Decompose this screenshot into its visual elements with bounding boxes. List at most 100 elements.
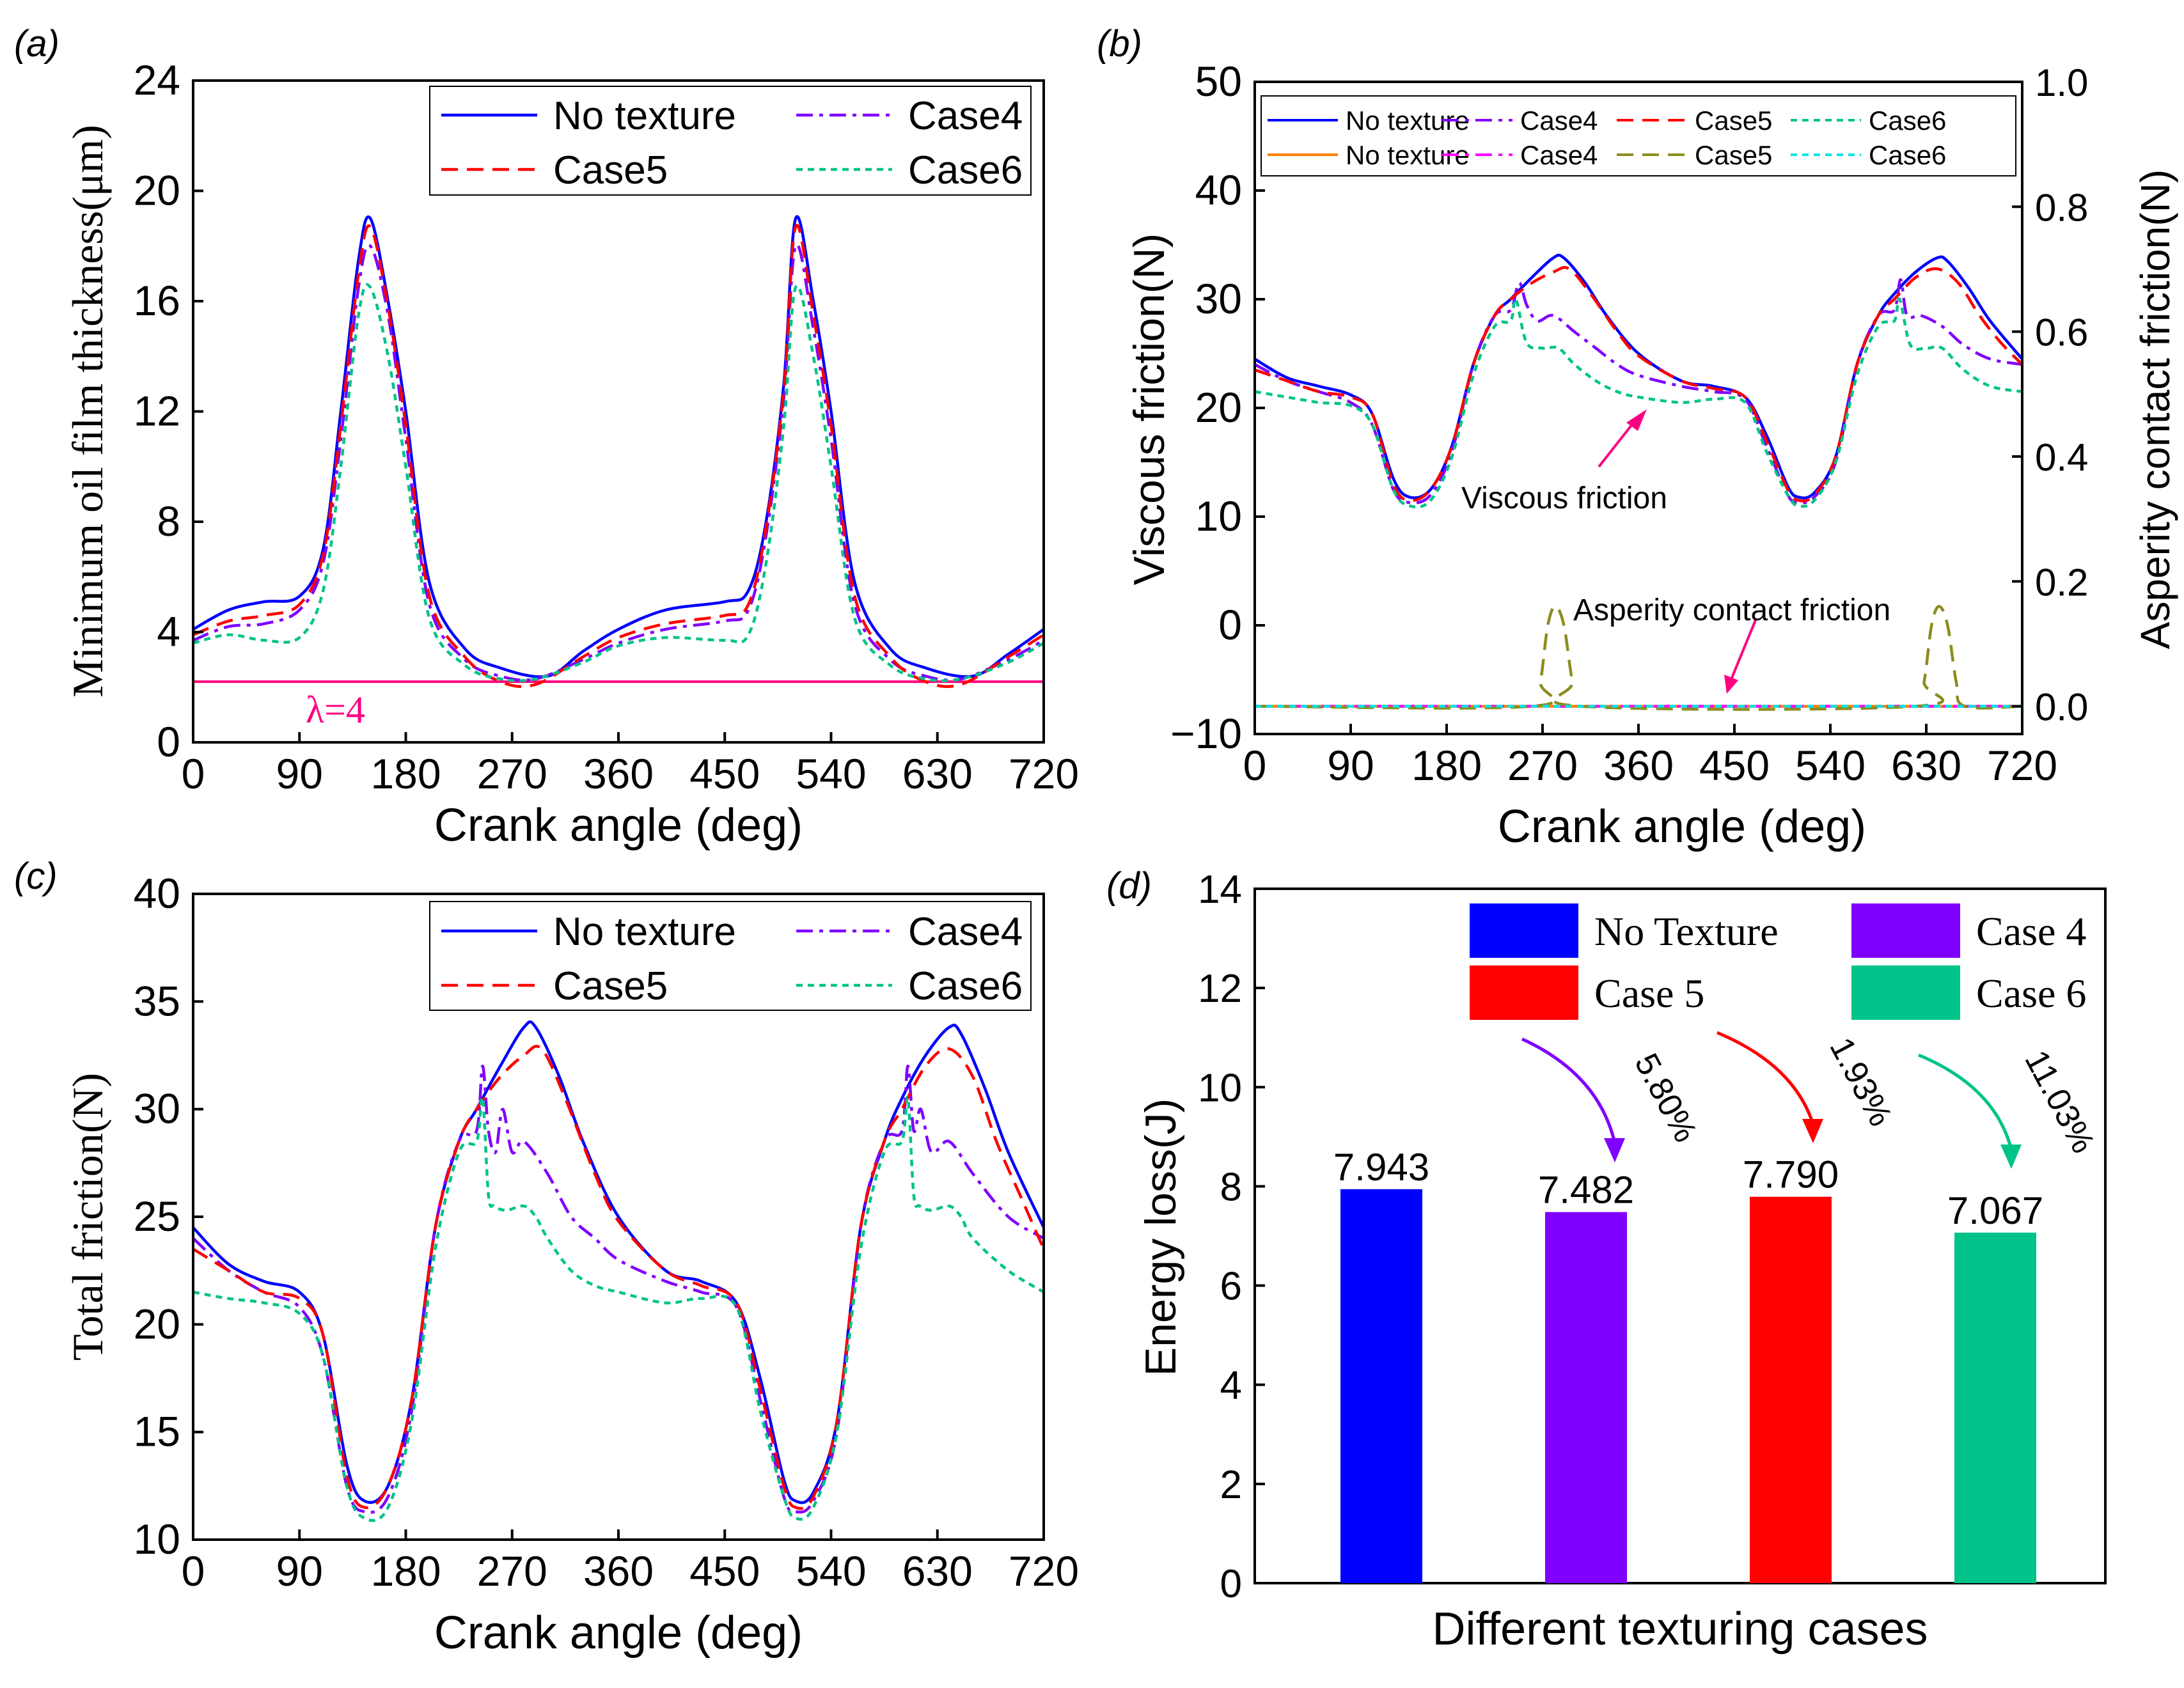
x-tick-label: 180 (370, 1547, 441, 1595)
legend-label-case5: Case 5 (1594, 971, 1704, 1016)
reduction-label-case5: 1.93% (1822, 1031, 1899, 1132)
y-tick-label: 0 (157, 718, 180, 765)
x-tick-label: 0 (1243, 742, 1267, 789)
panel-a-y-ticks: 0 4 8 12 16 20 24 (134, 56, 203, 765)
x-tick-label: 540 (796, 750, 866, 797)
legend-label-case6: Case6 (1869, 106, 1946, 136)
panel-d-energy-loss: (d) 0 2 4 6 8 10 12 14 7.943 7.482 7.790 7.067 Dif… (1106, 865, 2107, 1655)
legend-label-no_texture: No texture (553, 910, 736, 954)
panel-b-arrow-viscous (1598, 421, 1635, 468)
panel-d-frame (1253, 887, 2107, 1584)
x-tick-label: 360 (583, 750, 654, 797)
panel-b-legend-box (1261, 95, 2016, 176)
bar-value-label-no_texture: 7.943 (1333, 1146, 1429, 1189)
y-tick-label: 6 (1220, 1265, 1242, 1309)
panel-c-plot-area (192, 1020, 1046, 1522)
panel-a-plot-area (192, 215, 1045, 689)
y-tick-label: 2 (1220, 1463, 1242, 1507)
panel-c-y-axis-label: Total friction(N) (63, 1073, 112, 1361)
y2-tick-label: 1.0 (2035, 61, 2088, 104)
panel-a-legend: No texture Case4 Case5 Case6 (429, 86, 1032, 196)
series-line-case5_asp (1254, 605, 2023, 711)
panel-d-y-ticks: 0 2 4 6 8 10 12 14 (1198, 868, 1265, 1606)
reduction-label-case6: 11.03% (2017, 1044, 2102, 1159)
panel-b-annotation-viscous: Viscous friction (1461, 409, 1667, 515)
y2-tick-label: 0.4 (2035, 436, 2088, 479)
legend-label-case4_asp: Case4 (1520, 140, 1598, 170)
legend-label-case6_asp: Case6 (1869, 140, 1946, 170)
panel-c-y-ticks: 10 15 20 25 30 35 40 (134, 870, 203, 1563)
panel-b-asperity-friction-label: Asperity contact friction (1573, 593, 1890, 627)
y-tick-label: 40 (134, 870, 180, 917)
y-tick-label: 12 (1198, 967, 1242, 1011)
y-tick-label: 14 (1198, 868, 1242, 912)
y-tick-label: 8 (157, 497, 180, 545)
x-tick-label: 450 (689, 1547, 760, 1595)
panel-b-annotation-asperity: Asperity contact friction (1573, 593, 1890, 694)
x-tick-label: 630 (902, 750, 973, 797)
y2-tick-label: 0.2 (2035, 561, 2088, 604)
y-tick-label: 4 (157, 608, 180, 655)
y-tick-label: 10 (1198, 1066, 1242, 1110)
panel-b-plot-area (1253, 253, 2023, 711)
bar-case5 (1750, 1196, 1832, 1583)
panel-c-x-axis-label: Crank angle (deg) (434, 1607, 803, 1659)
bar-value-label-case4: 7.482 (1538, 1169, 1634, 1212)
x-tick-label: 270 (477, 1547, 547, 1595)
y2-tick-label: 0.6 (2035, 311, 2088, 354)
y-tick-label: 0 (1218, 601, 1242, 648)
y-tick-label: 20 (134, 167, 180, 214)
bar-case6 (1954, 1232, 2036, 1583)
panel-d-reduction-arrows: 5.80% 1.93% 11.03% (1521, 1031, 2102, 1169)
reduction-label-case4: 5.80% (1627, 1047, 1704, 1148)
panel-a-x-axis-label: Crank angle (deg) (434, 800, 803, 851)
legend-label-case5: Case5 (1695, 106, 1772, 136)
panel-b-arrow-asperity (1731, 620, 1757, 678)
reduction-arrowhead-case4 (1604, 1138, 1625, 1162)
panel-a-x-ticks: 0 90 180 270 360 450 540 630 720 (182, 732, 1079, 797)
y-tick-label: 24 (134, 56, 180, 104)
legend-label-case4: Case 4 (1976, 909, 2086, 954)
legend-label-case6: Case6 (908, 964, 1023, 1008)
panel-a-minimum-oil-film-thickness: (a) 0 90 180 270 360 450 540 630 720 0 4 8 12 16 20 24… (14, 23, 1079, 851)
x-tick-label: 540 (796, 1547, 866, 1595)
panel-b-left-y-axis-label: Viscous friction(N) (1125, 233, 1174, 585)
panel-d-label: (d) (1106, 865, 1152, 907)
legend-label-case6: Case 6 (1976, 971, 2086, 1016)
panel-b-right-y-axis-label: Asperity contact friction(N) (2132, 169, 2178, 649)
panel-b-x-ticks: 0 90 180 270 360 450 540 630 720 (1243, 724, 2057, 789)
y-tick-label: 35 (134, 977, 180, 1024)
legend-label-case6: Case6 (908, 148, 1023, 192)
panel-a-label: (a) (14, 23, 59, 65)
panel-c-label: (c) (14, 856, 58, 897)
series-line-case5 (1254, 266, 2023, 503)
series-line-case4 (192, 1065, 1045, 1514)
y2-tick-label: 0.8 (2035, 186, 2088, 229)
y-tick-label: 20 (134, 1300, 180, 1347)
legend-label-case5: Case5 (553, 964, 668, 1008)
y-tick-label: 4 (1220, 1364, 1242, 1408)
x-tick-label: 630 (1891, 742, 1961, 789)
x-tick-label: 270 (477, 750, 547, 797)
bar-no_texture (1340, 1189, 1422, 1583)
legend-label-case4: Case4 (908, 910, 1023, 954)
bar-case4 (1545, 1212, 1627, 1583)
panel-b-arrowhead-viscous (1626, 409, 1647, 431)
y-tick-label: 20 (1195, 384, 1242, 431)
series-line-case5 (192, 224, 1045, 689)
panel-c-x-ticks: 0 90 180 270 360 450 540 630 720 (182, 1529, 1079, 1595)
x-tick-label: 90 (276, 1547, 323, 1595)
y-tick-label: 12 (134, 387, 180, 435)
y-tick-label: 10 (1195, 492, 1242, 540)
legend-label-case5: Case5 (553, 148, 668, 192)
reduction-arrow-case6 (1918, 1053, 2013, 1150)
series-line-case4 (192, 243, 1045, 682)
panel-b-left-y-ticks: −10 0 10 20 30 40 50 (1170, 58, 1265, 757)
x-tick-label: 270 (1507, 742, 1578, 789)
panel-c-legend-box (429, 901, 1032, 1011)
y-tick-label: 16 (134, 277, 180, 324)
panel-d-x-axis-label: Different texturing cases (1432, 1604, 1928, 1655)
panel-c-total-friction: (c) 0 90 180 270 360 450 540 630 720 10 15 20 25 30 3… (14, 856, 1079, 1659)
